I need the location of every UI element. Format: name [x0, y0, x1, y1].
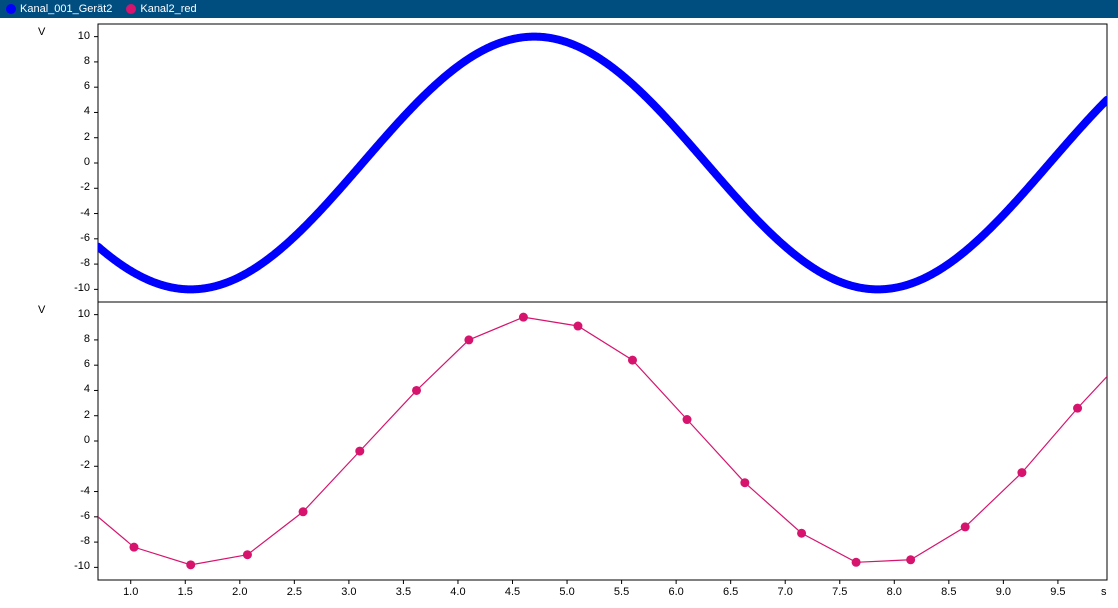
x-tick-label: 8.5 — [937, 586, 961, 598]
x-tick-label: 4.5 — [501, 586, 525, 598]
data-point[interactable] — [299, 507, 308, 516]
data-point[interactable] — [186, 560, 195, 569]
y-tick-label: 0 — [60, 156, 90, 168]
data-point[interactable] — [243, 550, 252, 559]
y-tick-label: 4 — [60, 105, 90, 117]
x-tick-label: 4.0 — [446, 586, 470, 598]
y-tick-label: 2 — [60, 131, 90, 143]
y-axis-unit-bottom: V — [38, 304, 45, 316]
x-tick-label: 3.5 — [391, 586, 415, 598]
y-tick-label: -10 — [60, 560, 90, 572]
y-tick-label: -10 — [60, 282, 90, 294]
x-tick-label: 7.0 — [773, 586, 797, 598]
y-tick-label: -8 — [60, 257, 90, 269]
y-tick-label: 8 — [60, 333, 90, 345]
data-point[interactable] — [740, 478, 749, 487]
y-tick-label: 0 — [60, 434, 90, 446]
x-tick-label: 2.5 — [282, 586, 306, 598]
y-tick-label: 6 — [60, 80, 90, 92]
y-tick-label: 10 — [60, 30, 90, 42]
data-point[interactable] — [628, 356, 637, 365]
x-tick-label: 7.5 — [828, 586, 852, 598]
data-point[interactable] — [683, 415, 692, 424]
data-point[interactable] — [852, 558, 861, 567]
x-tick-label: 1.5 — [173, 586, 197, 598]
y-tick-label: 10 — [60, 308, 90, 320]
chart-svg — [0, 18, 1118, 608]
legend-marker-icon — [6, 4, 16, 14]
panel-bottom-border[interactable] — [98, 302, 1107, 580]
y-tick-label: 6 — [60, 358, 90, 370]
legend-marker-icon — [126, 4, 136, 14]
data-point[interactable] — [1073, 404, 1082, 413]
legend-item-1[interactable]: Kanal2_red — [126, 3, 196, 15]
y-tick-label: 2 — [60, 409, 90, 421]
data-point[interactable] — [961, 522, 970, 531]
y-tick-label: -4 — [60, 485, 90, 497]
x-tick-label: 8.0 — [882, 586, 906, 598]
data-point[interactable] — [1017, 468, 1026, 477]
x-tick-label: 6.5 — [719, 586, 743, 598]
x-tick-label: 5.5 — [610, 586, 634, 598]
x-tick-label: 5.0 — [555, 586, 579, 598]
data-point[interactable] — [573, 322, 582, 331]
dual-panel-chart: V 10 8 6 4 2 0 -2 -4 -6 -8 -10 V 10 8 6 4 2 0 -2 -4 -6 -8 -10 1.… — [0, 18, 1118, 608]
data-point[interactable] — [797, 529, 806, 538]
data-point[interactable] — [519, 313, 528, 322]
x-tick-label: 6.0 — [664, 586, 688, 598]
legend-label: Kanal_001_Gerät2 — [20, 3, 112, 15]
x-tick-label: 1.0 — [119, 586, 143, 598]
x-tick-label: 9.5 — [1046, 586, 1070, 598]
legend-item-0[interactable]: Kanal_001_Gerät2 — [6, 3, 112, 15]
x-tick-label: 3.0 — [337, 586, 361, 598]
chart-legend-bar: Kanal_001_Gerät2 Kanal2_red — [0, 0, 1118, 18]
y-tick-label: -8 — [60, 535, 90, 547]
y-tick-label: -6 — [60, 232, 90, 244]
data-point[interactable] — [464, 335, 473, 344]
data-point[interactable] — [129, 543, 138, 552]
y-tick-label: -6 — [60, 510, 90, 522]
data-point[interactable] — [412, 386, 421, 395]
y-tick-label: 4 — [60, 383, 90, 395]
y-axis-unit-top: V — [38, 26, 45, 38]
y-tick-label: -2 — [60, 181, 90, 193]
data-point[interactable] — [906, 555, 915, 564]
y-tick-label: 8 — [60, 55, 90, 67]
x-axis-unit: s — [1101, 586, 1107, 598]
x-tick-label: 9.0 — [991, 586, 1015, 598]
y-tick-label: -2 — [60, 459, 90, 471]
legend-label: Kanal2_red — [140, 3, 196, 15]
x-tick-label: 2.0 — [228, 586, 252, 598]
data-point[interactable] — [355, 447, 364, 456]
y-tick-label: -4 — [60, 207, 90, 219]
